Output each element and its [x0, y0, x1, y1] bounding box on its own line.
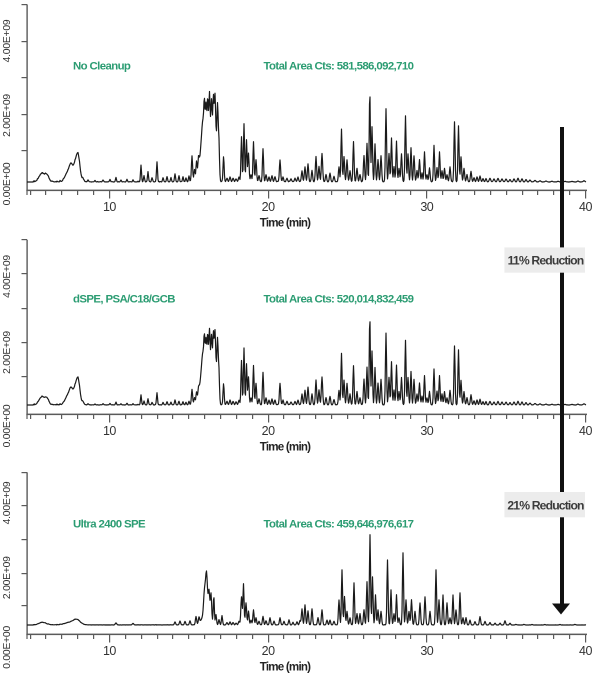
- svg-text:40: 40: [579, 644, 592, 658]
- svg-text:10: 10: [103, 424, 116, 438]
- svg-text:20: 20: [262, 424, 275, 438]
- svg-text:20: 20: [262, 644, 275, 658]
- svg-text:Time (min): Time (min): [260, 217, 311, 230]
- svg-text:Total Area Cts: 459,646,976,61: Total Area Cts: 459,646,976,617: [264, 519, 414, 531]
- svg-text:11% Reduction: 11% Reduction: [508, 254, 584, 268]
- svg-text:30: 30: [420, 644, 433, 658]
- svg-text:2.00E+09: 2.00E+09: [2, 556, 13, 599]
- svg-text:4.00E+09: 4.00E+09: [2, 255, 13, 298]
- svg-text:10: 10: [103, 644, 116, 658]
- svg-text:21% Reduction: 21% Reduction: [507, 498, 584, 512]
- svg-text:2.00E+09: 2.00E+09: [2, 331, 13, 374]
- svg-text:Total Area Cts: 520,014,832,45: Total Area Cts: 520,014,832,459: [264, 294, 414, 306]
- svg-text:Total Area Cts: 581,586,092,71: Total Area Cts: 581,586,092,710: [264, 61, 414, 73]
- svg-text:2.00E+09: 2.00E+09: [2, 94, 13, 137]
- svg-text:4.00E+09: 4.00E+09: [2, 19, 13, 62]
- svg-text:40: 40: [579, 424, 592, 438]
- svg-text:30: 30: [420, 424, 433, 438]
- svg-text:4.00E+09: 4.00E+09: [2, 481, 13, 524]
- svg-text:0.00E+00: 0.00E+00: [2, 162, 13, 205]
- svg-text:0.00E+00: 0.00E+00: [2, 626, 13, 669]
- svg-text:dSPE, PSA/C18/GCB: dSPE, PSA/C18/GCB: [73, 294, 175, 306]
- svg-text:30: 30: [420, 200, 433, 214]
- svg-text:Time (min): Time (min): [260, 441, 311, 454]
- svg-text:40: 40: [579, 200, 592, 214]
- svg-text:Ultra 2400 SPE: Ultra 2400 SPE: [73, 519, 146, 531]
- svg-text:0.00E+00: 0.00E+00: [2, 404, 13, 447]
- svg-text:No Cleanup: No Cleanup: [73, 61, 131, 73]
- svg-text:20: 20: [262, 200, 275, 214]
- svg-text:10: 10: [103, 200, 116, 214]
- svg-text:Time (min): Time (min): [260, 661, 311, 674]
